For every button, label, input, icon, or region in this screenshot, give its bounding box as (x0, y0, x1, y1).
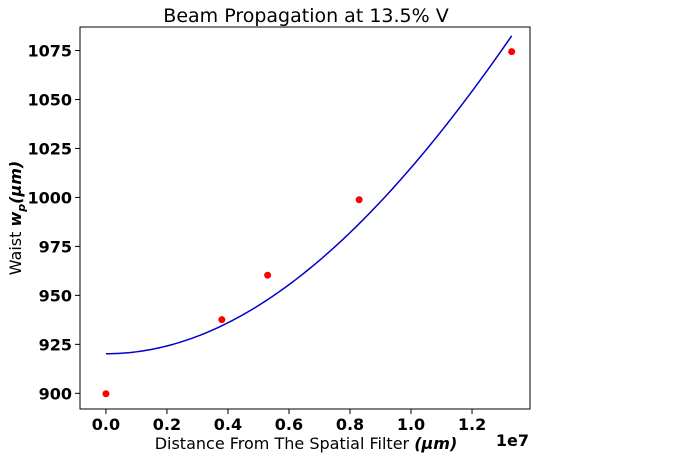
data-point (355, 196, 363, 204)
x-axis-ticks: 0.0 0.2 0.4 0.6 0.8 1.0 1.2 (92, 409, 486, 434)
y-axis-ticks: 900 925 950 975 1000 1025 1050 1075 (27, 42, 80, 403)
x-tick-label: 0.4 (214, 415, 242, 434)
plot-frame (79, 26, 531, 410)
y-axis-label: Waist wp(μm) (6, 161, 28, 275)
data-point (264, 271, 272, 279)
x-axis-label-unit: (μm) (414, 434, 457, 453)
y-axis-label-subscript: p (15, 204, 28, 213)
data-point (102, 390, 110, 398)
y-tick-label: 1025 (27, 139, 72, 158)
y-axis-label-unit: (μm) (6, 161, 25, 204)
data-point (508, 48, 516, 56)
x-tick-label: 1.0 (397, 415, 425, 434)
y-tick-label: 900 (39, 384, 72, 403)
x-tick-label: 0.2 (153, 415, 181, 434)
y-tick-label: 1000 (27, 188, 72, 207)
y-tick-label: 950 (39, 286, 72, 305)
x-tick-label: 0.8 (336, 415, 364, 434)
data-points (102, 48, 516, 398)
data-point (218, 316, 226, 324)
x-tick-label: 0.6 (275, 415, 303, 434)
y-tick-label: 1050 (27, 90, 72, 109)
y-tick-label: 925 (39, 335, 72, 354)
x-axis-offset: 1e7 (496, 431, 529, 450)
y-tick-label: 1075 (27, 42, 72, 61)
plot-area: 0.0 0.2 0.4 0.6 0.8 1.0 1.2 900 925 950 975 1000 10… (27, 26, 531, 434)
x-axis-label: Distance From The Spatial Filter (μm) (155, 434, 458, 453)
chart-title: Beam Propagation at 13.5% V (163, 5, 448, 27)
y-tick-label: 975 (39, 237, 72, 256)
y-axis-label-symbol: w (6, 211, 25, 226)
x-tick-label: 0.0 (92, 415, 120, 434)
x-tick-label: 1.2 (458, 415, 486, 434)
fit-curve (105, 35, 513, 355)
